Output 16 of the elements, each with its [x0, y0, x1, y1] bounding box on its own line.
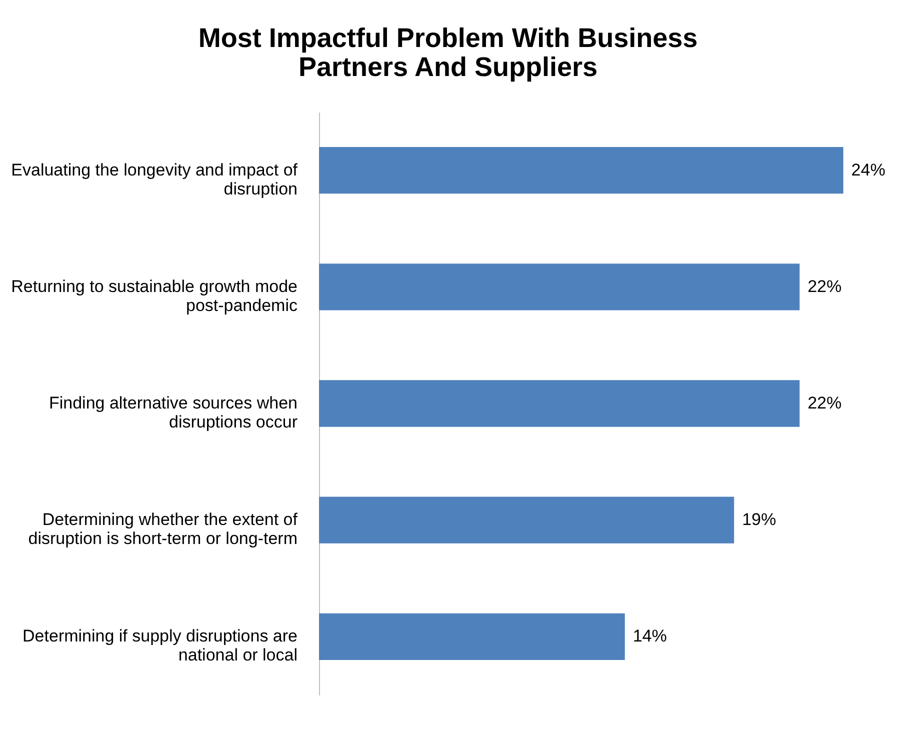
data-label: 19%	[742, 510, 776, 530]
bar	[319, 380, 800, 427]
y-tick-label: Evaluating the longevity and impact of disruption	[11, 160, 298, 198]
bar	[319, 264, 800, 310]
y-tick-label: Finding alternative sources when disruptions occur	[48, 394, 298, 432]
data-label: 24%	[851, 160, 886, 180]
data-label: 22%	[808, 276, 842, 296]
y-tick-label: Returning to sustainable growth mode post-pandemic	[11, 276, 298, 315]
y-tick-label: Determining if supply disruptions are national or local	[22, 626, 298, 665]
data-label: 14%	[632, 626, 667, 646]
y-tick-label: Determining whether the extent of disruption is short-term or long-term	[28, 510, 298, 548]
data-label: 22%	[808, 394, 842, 412]
bar	[319, 496, 734, 544]
chart-title: Most Impactful Problem With Business Partners And Suppliers	[198, 23, 698, 82]
bar	[319, 613, 625, 660]
bar	[319, 146, 844, 194]
